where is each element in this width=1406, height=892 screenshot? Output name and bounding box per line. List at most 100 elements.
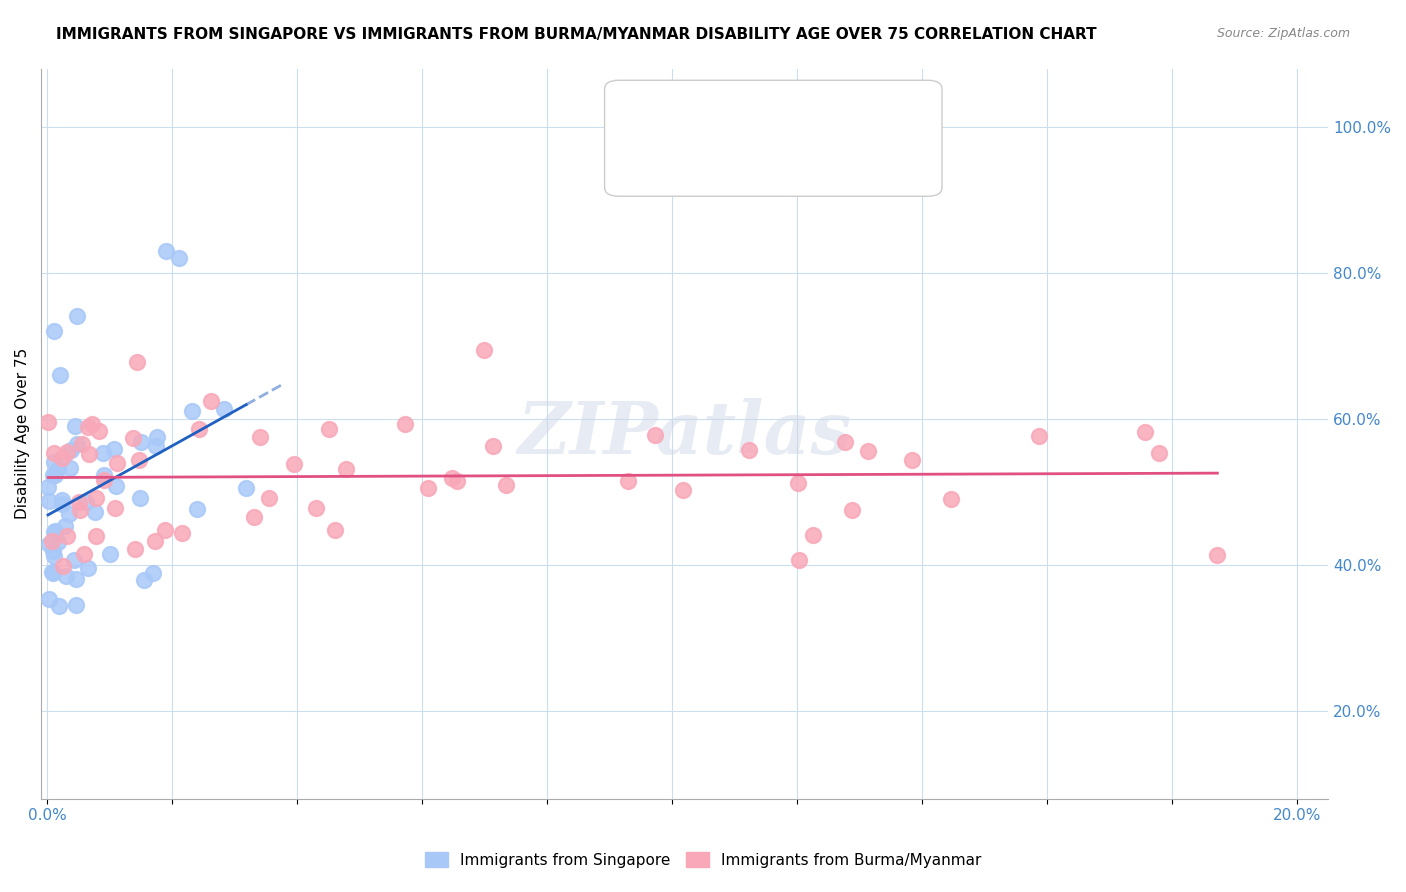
- Point: [122, 431, 145, 445]
- Text: Source: ZipAtlas.com: Source: ZipAtlas.com: [1216, 27, 1350, 40]
- Point: [67, 495, 90, 509]
- Point: [77, 561, 100, 575]
- Point: [1133, 425, 1156, 439]
- Point: [63, 552, 86, 566]
- Point: [48, 599, 70, 613]
- Point: [84, 529, 107, 543]
- Point: [93, 468, 115, 483]
- Point: [167, 252, 190, 266]
- Point: [672, 483, 695, 497]
- Point: [305, 500, 328, 515]
- Point: [153, 523, 176, 537]
- Point: [41, 566, 63, 580]
- Point: [41, 533, 63, 548]
- Point: [243, 510, 266, 524]
- Point: [65, 309, 87, 323]
- Point: [59, 461, 82, 475]
- Point: [52, 558, 75, 573]
- Point: [65, 599, 87, 613]
- Point: [323, 523, 346, 537]
- Point: [44, 455, 66, 469]
- Point: [44, 524, 66, 539]
- Point: [1028, 429, 1050, 443]
- Point: [834, 435, 856, 450]
- Point: [37, 480, 59, 494]
- Point: [125, 355, 148, 369]
- Point: [80, 417, 103, 431]
- Point: [41, 544, 63, 558]
- Point: [789, 552, 811, 566]
- Point: [93, 473, 115, 487]
- Point: [58, 507, 80, 521]
- Text: IMMIGRANTS FROM SINGAPORE VS IMMIGRANTS FROM BURMA/MYANMAR DISABILITY AGE OVER 7: IMMIGRANTS FROM SINGAPORE VS IMMIGRANTS …: [56, 27, 1097, 42]
- Point: [235, 481, 257, 495]
- Point: [212, 401, 235, 416]
- Point: [77, 447, 100, 461]
- Point: [56, 445, 79, 459]
- Point: [200, 394, 222, 409]
- Point: [104, 501, 127, 516]
- Point: [418, 481, 440, 495]
- Legend: Immigrants from Singapore, Immigrants from Burma/Myanmar: Immigrants from Singapore, Immigrants fr…: [418, 844, 988, 875]
- Point: [38, 592, 60, 607]
- Point: [38, 537, 60, 551]
- Point: [84, 505, 107, 519]
- Point: [69, 503, 91, 517]
- Point: [38, 494, 60, 508]
- Point: [1206, 548, 1229, 562]
- Point: [335, 461, 357, 475]
- Point: [66, 436, 89, 450]
- Point: [87, 424, 110, 438]
- Point: [59, 443, 82, 458]
- Point: [841, 503, 863, 517]
- Point: [142, 566, 165, 581]
- Point: [75, 495, 97, 509]
- Point: [56, 529, 79, 543]
- Point: [77, 420, 100, 434]
- Point: [128, 453, 150, 467]
- Point: [129, 491, 152, 505]
- Point: [55, 569, 77, 583]
- Legend: R = 0.677   N =  51, R = 0.035   N = 60: R = 0.677 N = 51, R = 0.035 N = 60: [626, 92, 846, 154]
- Point: [145, 439, 167, 453]
- Point: [1149, 446, 1171, 460]
- Point: [901, 452, 924, 467]
- Point: [42, 566, 65, 581]
- Point: [44, 467, 66, 482]
- Point: [801, 528, 824, 542]
- Point: [394, 417, 416, 431]
- Point: [132, 574, 155, 588]
- Point: [257, 491, 280, 505]
- Point: [181, 404, 204, 418]
- Point: [146, 430, 169, 444]
- Point: [482, 439, 505, 453]
- Point: [84, 491, 107, 505]
- Point: [91, 446, 114, 460]
- Point: [41, 467, 63, 482]
- Point: [941, 491, 963, 506]
- Point: [318, 421, 340, 435]
- Point: [495, 477, 517, 491]
- Y-axis label: Disability Age Over 75: Disability Age Over 75: [15, 348, 30, 519]
- Point: [738, 443, 761, 458]
- Point: [441, 471, 464, 485]
- Point: [42, 524, 65, 539]
- Point: [65, 418, 87, 433]
- Point: [98, 547, 121, 561]
- Point: [188, 422, 211, 436]
- Text: ZIPatlas: ZIPatlas: [517, 398, 852, 469]
- Point: [37, 415, 59, 429]
- Point: [42, 549, 65, 563]
- Point: [283, 457, 305, 471]
- Point: [53, 519, 76, 533]
- Point: [131, 435, 153, 450]
- Point: [105, 456, 128, 470]
- Point: [51, 450, 73, 465]
- Point: [249, 430, 271, 444]
- Point: [856, 444, 879, 458]
- Point: [644, 428, 666, 442]
- Point: [155, 244, 177, 258]
- Point: [186, 501, 208, 516]
- Point: [446, 474, 468, 488]
- Point: [70, 437, 93, 451]
